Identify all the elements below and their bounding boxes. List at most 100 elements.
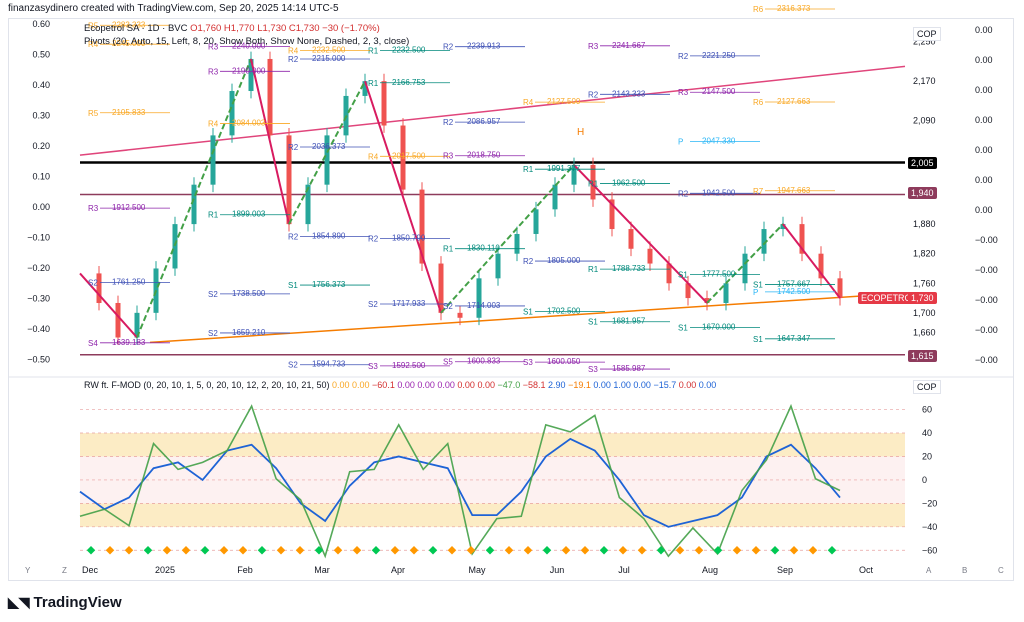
pivot-tag: R2 — [523, 257, 534, 266]
osc-marker — [409, 546, 419, 555]
osc-marker — [447, 546, 457, 555]
osc-marker — [371, 546, 381, 555]
candle-body — [438, 263, 444, 313]
candle-body — [647, 248, 653, 264]
pivot-tag: R6 — [753, 5, 764, 14]
zigzag-segment — [706, 223, 784, 304]
time-axis-label: Oct — [859, 565, 874, 575]
pivot-value: 2241.667 — [612, 41, 646, 50]
candle-body — [457, 312, 463, 318]
osc-value: 1.00 — [610, 380, 631, 390]
pivot-value: 2316.373 — [777, 4, 811, 13]
pivot-value: 1670.000 — [702, 323, 736, 332]
osc-axis-label: 20 — [922, 451, 932, 461]
price-axis-label: 1,700 — [913, 308, 936, 318]
pivot-value: 1947.663 — [777, 186, 811, 195]
zigzag-segment — [250, 58, 290, 225]
pivot-value: 1899.003 — [232, 210, 266, 219]
pivot-tag: R3 — [208, 67, 219, 76]
corner-letter: C — [998, 566, 1004, 575]
right-axis-label: −0.00 — [975, 265, 998, 275]
right-axis-label: −0.00 — [975, 235, 998, 245]
candle-body — [818, 253, 824, 279]
right-axis-label: 0.00 — [975, 115, 993, 125]
osc-value: 0.00 — [696, 380, 717, 390]
osc-marker — [713, 546, 723, 555]
candle-body — [628, 229, 634, 249]
osc-marker — [599, 546, 609, 555]
osc-marker — [618, 546, 628, 555]
pivot-value: 1805.000 — [547, 256, 581, 265]
currency-label: COP — [913, 27, 941, 41]
price-axis-label: 2,090 — [913, 116, 936, 126]
osc-value: 2.90 — [545, 380, 566, 390]
time-axis-label: Mar — [314, 565, 330, 575]
osc-marker — [143, 546, 153, 555]
pivot-tag: R2 — [288, 143, 299, 152]
right-axis-label: 0.00 — [975, 145, 993, 155]
pivot-value: 1757.667 — [777, 279, 811, 288]
osc-marker — [561, 546, 571, 555]
osc-marker — [485, 546, 495, 555]
osc-axis-label: 0 — [922, 475, 927, 485]
pivot-value: 2190.000 — [232, 66, 266, 75]
osc-currency-label: COP — [913, 380, 941, 394]
osc-marker — [162, 546, 172, 555]
price-axis-label: 1,820 — [913, 249, 936, 259]
osc-band-0 — [80, 433, 905, 457]
pivot-tag: P — [678, 138, 683, 147]
pivot-tag: S2 — [88, 279, 98, 288]
left-axis-label: −0.50 — [27, 355, 50, 365]
osc-marker — [105, 546, 115, 555]
candle-body — [514, 233, 520, 254]
candle-body — [533, 209, 539, 234]
osc-value: −47.0 — [494, 380, 521, 390]
left-axis-label: 0.50 — [32, 50, 50, 60]
pivot-value: 1830.110 — [467, 244, 500, 253]
corner-letter: Z — [62, 566, 67, 575]
pivot-tag: S2 — [443, 302, 453, 311]
pivot-value: 1592.500 — [392, 361, 426, 370]
corner-letter: Y — [25, 566, 31, 575]
left-axis-label: 0.40 — [32, 80, 50, 90]
left-axis-label: 0.10 — [32, 172, 50, 182]
osc-axis-label: −40 — [922, 522, 937, 532]
pivot-value: 2215.000 — [312, 54, 346, 63]
pivot-value: 1594.733 — [312, 360, 346, 369]
zigzag-segment — [440, 164, 575, 314]
osc-marker — [219, 546, 229, 555]
pivot-value: 1639.183 — [112, 338, 146, 347]
left-axis-label: 0.00 — [32, 202, 50, 212]
pivot-tag: R2 — [368, 235, 379, 244]
left-axis-label: −0.10 — [27, 233, 50, 243]
candle-body — [381, 81, 387, 126]
pivot-tag: S4 — [88, 339, 98, 348]
pivot-value: 1659.210 — [232, 328, 266, 337]
time-axis-label: May — [468, 565, 486, 575]
osc-marker — [751, 546, 761, 555]
osc-value: 0.00 — [590, 380, 611, 390]
pivot-tag: P — [753, 288, 758, 297]
pivot-tag: S3 — [588, 365, 598, 374]
pivot-value: 1788.733 — [612, 264, 646, 273]
time-axis-label: Sep — [777, 565, 793, 575]
candle-body — [495, 253, 501, 279]
pivot-tag: S2 — [208, 290, 218, 299]
zigzag-segment — [573, 164, 708, 304]
chart-legend: Ecopetrol SA · 1D · BVC O1,760 H1,770 L1… — [84, 22, 409, 48]
time-axis-label: Apr — [391, 565, 405, 575]
osc-value: 0.00 — [474, 380, 495, 390]
osc-value: 0.00 — [394, 380, 415, 390]
pivot-value: 1756.373 — [312, 280, 346, 289]
candle-body — [362, 81, 368, 96]
osc-value: 0.00 — [414, 380, 435, 390]
candle-body — [324, 135, 330, 185]
pivot-value: 2105.833 — [112, 108, 146, 117]
pivot-value: 2283.333 — [112, 20, 146, 29]
osc-marker — [124, 546, 134, 555]
time-axis-label: Jun — [550, 565, 565, 575]
zigzag-segment — [364, 80, 442, 314]
osc-value: 0.00 — [349, 380, 370, 390]
price-axis-label: 2,170 — [913, 76, 936, 86]
